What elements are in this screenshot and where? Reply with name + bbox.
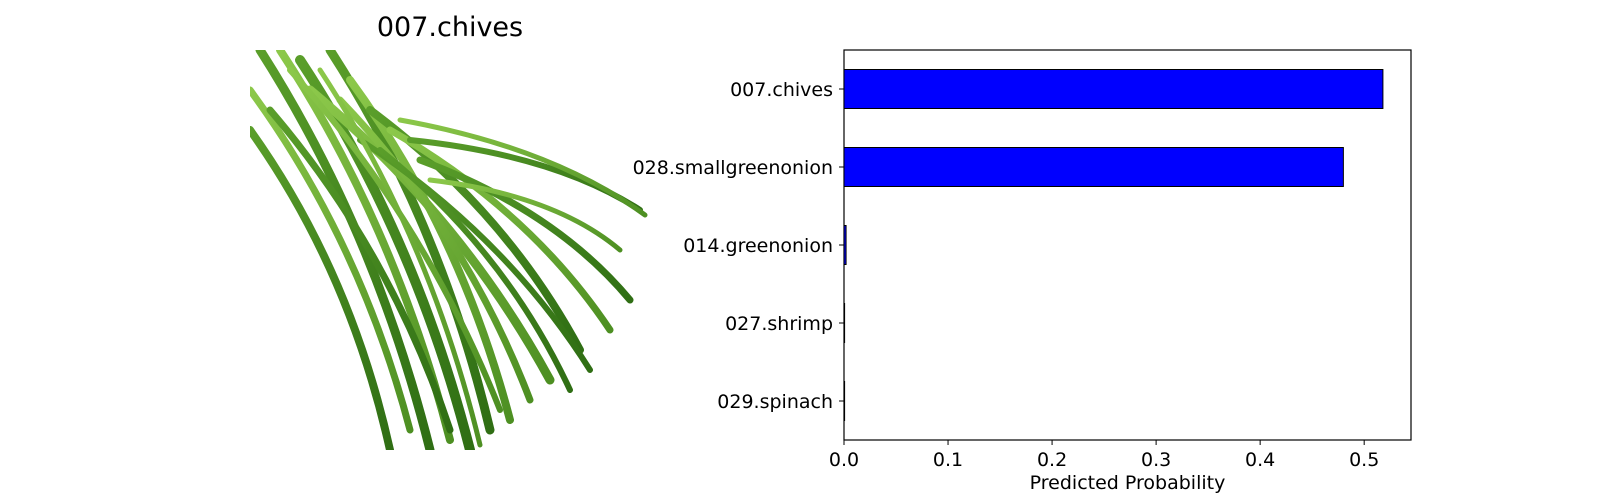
chive-leaf bbox=[386, 126, 614, 334]
chive-leaf bbox=[246, 86, 414, 434]
x-tick-label: 0.2 bbox=[1037, 449, 1067, 471]
x-tick-label: 0.4 bbox=[1245, 449, 1275, 471]
chive-leaf bbox=[317, 67, 483, 448]
chive-leaf bbox=[246, 126, 394, 454]
chive-leaf bbox=[377, 147, 573, 393]
y-tick-label: 028.smallgreenonion bbox=[633, 157, 833, 179]
chive-leaf bbox=[397, 117, 648, 218]
y-tick-label: 029.spinach bbox=[717, 391, 833, 413]
chive-leaf bbox=[336, 96, 534, 404]
y-tick-label: 014.greenonion bbox=[683, 235, 833, 257]
chives-photo bbox=[246, 45, 650, 455]
bar-014.greenonion bbox=[843, 225, 847, 265]
x-axis-label: Predicted Probability bbox=[1030, 472, 1226, 494]
x-tick-label: 0.1 bbox=[933, 449, 963, 471]
y-tick-label: 027.shrimp bbox=[725, 313, 833, 335]
x-tick-label: 0.0 bbox=[829, 449, 859, 471]
chive-leaf bbox=[427, 177, 623, 253]
chive-leaf bbox=[305, 85, 555, 385]
y-tick-label: 007.chives bbox=[730, 79, 833, 101]
chives-illustration bbox=[246, 45, 650, 455]
bar-029.spinach bbox=[843, 381, 846, 421]
bar-027.shrimp bbox=[843, 303, 846, 343]
bar-028.smallgreenonion bbox=[843, 147, 1344, 187]
bar-007.chives bbox=[843, 69, 1384, 109]
image-title: 007.chives bbox=[376, 12, 524, 43]
x-tick-label: 0.5 bbox=[1349, 449, 1379, 471]
chive-leaf bbox=[266, 106, 454, 434]
x-tick-label: 0.3 bbox=[1141, 449, 1171, 471]
chive-leaf bbox=[416, 156, 634, 304]
